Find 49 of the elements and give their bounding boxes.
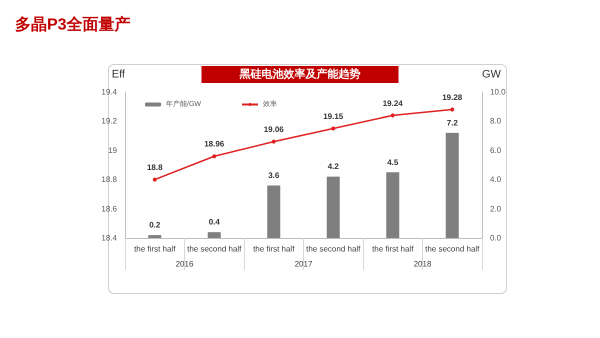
data-label: 3.6 <box>268 170 280 180</box>
text: 2016 <box>176 260 194 268</box>
y-axis-title: Eff <box>112 68 126 80</box>
y2-tick-label: 10.0 <box>490 88 506 96</box>
point <box>212 154 216 158</box>
data-label: 4.5 <box>387 158 399 167</box>
bar <box>446 132 459 238</box>
y-tick-label: 19.2 <box>101 116 118 126</box>
text: 2018 <box>414 260 432 268</box>
text: 2017 <box>294 260 313 268</box>
y-tick-label: 18.8 <box>101 175 118 184</box>
data-label: 0.4 <box>208 218 220 227</box>
data-label: 18.96 <box>204 140 225 149</box>
x-tick-label: the first half <box>134 244 176 254</box>
point <box>450 108 454 112</box>
data-label: 19.06 <box>264 125 284 134</box>
y2-tick-label: 2.0 <box>490 204 502 214</box>
data-label: 19.28 <box>442 93 463 102</box>
point <box>272 140 276 144</box>
data-label: 4.2 <box>328 162 340 172</box>
y-tick-label: 18.4 <box>101 234 118 242</box>
bar <box>208 232 221 238</box>
point <box>390 113 395 118</box>
x-tick-label: the second half <box>425 244 480 254</box>
data-label: 0.2 <box>149 220 161 230</box>
point <box>331 126 336 130</box>
data-label: 7.2 <box>446 118 458 128</box>
y-tick-label: 18.6 <box>101 204 118 214</box>
chart-subtitle: 黑硅电池效率及产能趋势 <box>238 68 360 80</box>
y-tick-label: 19.4 <box>101 88 118 96</box>
bar <box>326 176 340 238</box>
x-tick-label: the second half <box>187 244 242 254</box>
chart-title: 多晶P3全面量产 <box>15 16 131 34</box>
x-tick-label: the second half <box>306 244 362 254</box>
y2-tick-label: 0.0 <box>490 234 502 242</box>
y2-tick-label: 8.0 <box>490 116 502 126</box>
y2-axis-title: GW <box>482 68 502 80</box>
data-label: 19.24 <box>382 98 404 108</box>
bar <box>267 185 280 238</box>
x-tick-label: the first half <box>253 244 296 254</box>
y-tick-label: 19 <box>108 146 118 155</box>
y2-tick-label: 6.0 <box>490 146 502 155</box>
bar <box>148 235 162 238</box>
bar <box>386 172 400 238</box>
data-label: 19.15 <box>323 112 344 121</box>
x-tick-label: the first half <box>372 244 414 254</box>
y2-tick-label: 4.0 <box>490 175 502 184</box>
data-label: 18.8 <box>146 163 164 172</box>
point <box>152 178 157 182</box>
